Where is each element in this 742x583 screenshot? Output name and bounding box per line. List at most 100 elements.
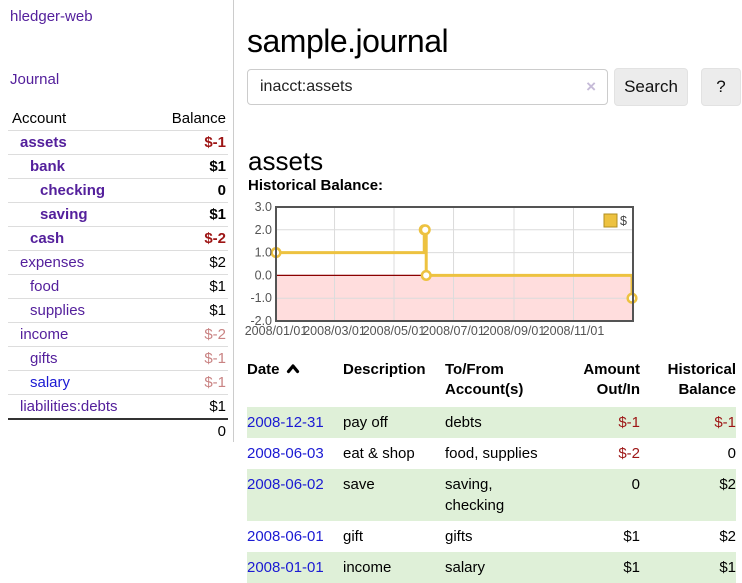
date-link[interactable]: 2008-12-31 bbox=[247, 413, 324, 431]
account-row: food $1 bbox=[8, 274, 228, 298]
transaction-balance: $2 bbox=[719, 475, 736, 493]
date-link[interactable]: 2008-06-01 bbox=[247, 527, 324, 545]
y-axis-tick-label: 3.0 bbox=[255, 200, 272, 214]
account-balance: $1 bbox=[209, 206, 226, 223]
register-header-row: Date Description To/From Account(s) Amou… bbox=[247, 358, 736, 407]
account-balance: $1 bbox=[209, 158, 226, 175]
date-link[interactable]: 2008-01-01 bbox=[247, 558, 324, 576]
transaction-date-link[interactable]: 2008-12-31 bbox=[247, 407, 343, 438]
date-link[interactable]: 2008-06-02 bbox=[247, 475, 324, 493]
transaction-balance: 0 bbox=[727, 444, 736, 462]
transaction-accounts: food, supplies bbox=[445, 444, 538, 462]
transaction-description: income bbox=[343, 558, 392, 576]
search-button[interactable]: Search bbox=[614, 68, 688, 106]
app-brand-link[interactable]: hledger-web bbox=[10, 8, 93, 25]
account-row: gifts $-1 bbox=[8, 346, 228, 370]
register-row: 2008-06-02 save saving, checking 0 $2 bbox=[247, 468, 736, 521]
transaction-date-link[interactable]: 2008-06-03 bbox=[247, 438, 343, 469]
clear-search-icon[interactable]: × bbox=[586, 77, 596, 96]
accounts-header-balance: Balance bbox=[171, 109, 226, 127]
register-header-date-label: Date bbox=[247, 361, 280, 378]
account-link-salary[interactable]: salary bbox=[30, 374, 71, 391]
account-balance: $-2 bbox=[204, 230, 226, 247]
account-row: salary $-1 bbox=[8, 370, 228, 394]
accounts-total-row: 0 bbox=[8, 418, 228, 442]
register-row: 2008-01-01 income salary $1 $1 bbox=[247, 551, 736, 583]
account-heading: assets bbox=[248, 145, 324, 176]
register-table: Date Description To/From Account(s) Amou… bbox=[247, 358, 736, 583]
transaction-accounts: saving, checking bbox=[445, 475, 505, 514]
legend-label: $ bbox=[620, 214, 627, 228]
register-header-balance: Historical Balance bbox=[667, 361, 736, 399]
register-header-date[interactable]: Date bbox=[247, 358, 343, 407]
transaction-date-link[interactable]: 2008-01-01 bbox=[247, 552, 343, 583]
account-row: expenses $2 bbox=[8, 250, 228, 274]
account-row: liabilities:debts $1 bbox=[8, 394, 228, 418]
register-row: 2008-06-03 eat & shop food, supplies $-2 0 bbox=[247, 438, 736, 469]
transaction-balance: $-1 bbox=[714, 413, 736, 431]
account-balance: $-1 bbox=[204, 374, 226, 391]
account-link-cash[interactable]: cash bbox=[30, 230, 65, 247]
register-header-accounts: To/From Account(s) bbox=[445, 361, 524, 399]
accounts-total-balance: 0 bbox=[217, 422, 226, 440]
sidebar: hledger-web Journal Account Balance asse… bbox=[0, 0, 234, 442]
account-balance: $1 bbox=[209, 302, 226, 319]
accounts-header-account: Account bbox=[12, 109, 67, 127]
transaction-description: eat & shop bbox=[343, 444, 415, 462]
transaction-amount: $1 bbox=[623, 558, 640, 576]
chart-title: Historical Balance: bbox=[248, 177, 384, 194]
account-link-saving[interactable]: saving bbox=[40, 206, 88, 223]
transaction-balance: $2 bbox=[719, 527, 736, 545]
transaction-amount: $-1 bbox=[618, 413, 640, 431]
x-axis-tick-label: 2008/07/01 bbox=[422, 324, 485, 338]
transaction-accounts: debts bbox=[445, 413, 482, 431]
search-input[interactable] bbox=[247, 69, 608, 105]
transaction-amount: $1 bbox=[623, 527, 640, 545]
transaction-description: gift bbox=[343, 527, 364, 545]
balance-chart: $3.0 2.0 1.0 0.0 -1.0 -2.0 2008/01/01 2008/03/0… bbox=[243, 200, 643, 342]
account-row: cash $-2 bbox=[8, 226, 228, 250]
accounts-balance-table: Account Balance assets $-1 bank $1 checking 0… bbox=[8, 106, 228, 442]
register-header-amount: Amount Out/In bbox=[583, 361, 640, 399]
balance-chart-canvas: $3.0 2.0 1.0 0.0 -1.0 -2.02008/01/012008/03/0… bbox=[245, 200, 638, 338]
account-row: income $-2 bbox=[8, 322, 228, 346]
account-balance: $1 bbox=[209, 398, 226, 415]
account-link-checking[interactable]: checking bbox=[40, 182, 106, 199]
chart-data-point bbox=[419, 224, 431, 236]
transaction-description: pay off bbox=[343, 413, 388, 431]
x-axis-tick-label: 2008/03/01 bbox=[303, 324, 366, 338]
account-row: checking 0 bbox=[8, 178, 228, 202]
sidebar-item-journal[interactable]: Journal bbox=[10, 71, 60, 88]
register-row: 2008-12-31 pay off debts $-1 $-1 bbox=[247, 406, 736, 438]
y-axis-tick-label: 2.0 bbox=[255, 223, 272, 237]
y-axis-tick-label: 0.0 bbox=[255, 268, 272, 282]
transaction-date-link[interactable]: 2008-06-02 bbox=[247, 469, 343, 521]
account-row: assets $-1 bbox=[8, 130, 228, 154]
accounts-table-header: Account Balance bbox=[8, 106, 228, 130]
account-link-food[interactable]: food bbox=[30, 278, 60, 295]
transaction-balance: $1 bbox=[719, 558, 736, 576]
account-row: saving $1 bbox=[8, 202, 228, 226]
page-title: sample.journal bbox=[247, 23, 449, 60]
account-balance: $-2 bbox=[204, 326, 226, 343]
y-axis-tick-label: 1.0 bbox=[255, 246, 272, 260]
register-row: 2008-06-01 gift gifts $1 $2 bbox=[247, 521, 736, 552]
account-link-supplies[interactable]: supplies bbox=[30, 302, 86, 319]
help-button[interactable]: ? bbox=[701, 68, 741, 106]
date-link[interactable]: 2008-06-03 bbox=[247, 444, 324, 462]
legend-swatch bbox=[603, 213, 618, 228]
transaction-amount: $-2 bbox=[618, 444, 640, 462]
account-link-income[interactable]: income bbox=[20, 326, 69, 343]
x-axis-tick-label: 2008/11/01 bbox=[543, 324, 605, 338]
transaction-amount: 0 bbox=[631, 475, 640, 493]
transaction-accounts: salary bbox=[445, 558, 486, 576]
account-balance: $2 bbox=[209, 254, 226, 271]
chart-data-point bbox=[420, 269, 432, 281]
account-link-expenses[interactable]: expenses bbox=[20, 254, 85, 271]
account-link-gifts[interactable]: gifts bbox=[30, 350, 58, 367]
account-link-bank[interactable]: bank bbox=[30, 158, 66, 175]
transaction-date-link[interactable]: 2008-06-01 bbox=[247, 521, 343, 552]
account-link-liabilities-debts[interactable]: liabilities:debts bbox=[20, 398, 118, 415]
x-axis-tick-label: 2008/05/01 bbox=[363, 324, 426, 338]
account-link-assets[interactable]: assets bbox=[20, 134, 67, 151]
